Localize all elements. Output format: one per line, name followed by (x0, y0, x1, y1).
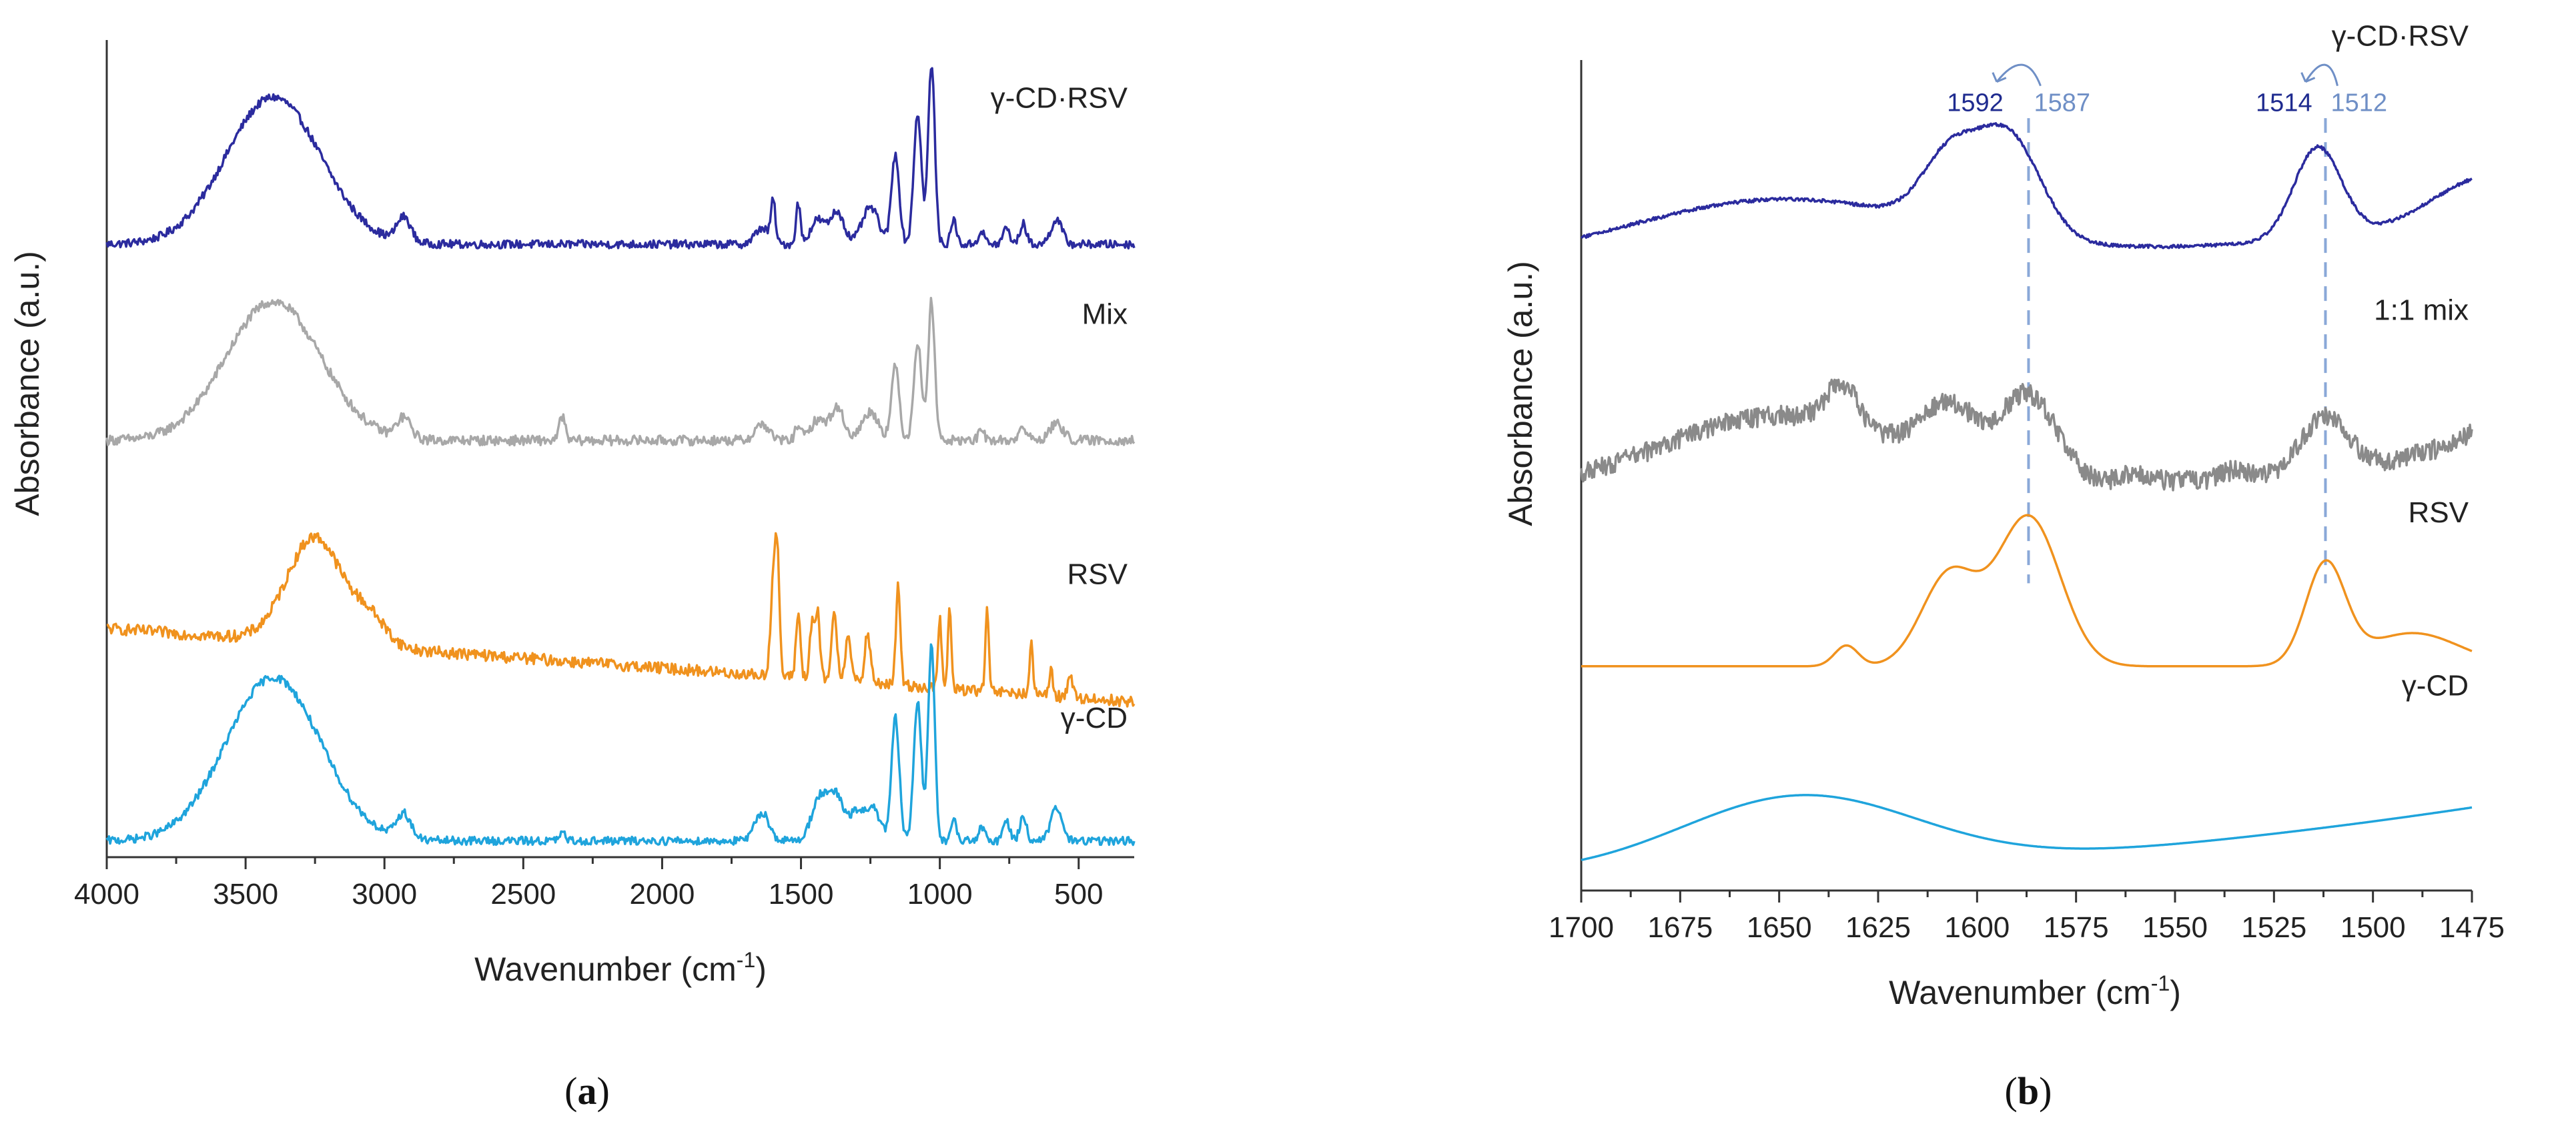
peak-label-from: 1592 (1947, 89, 2004, 117)
series-label: γ-CD (1061, 702, 1128, 734)
peak-label-to: 1587 (2034, 89, 2090, 117)
x-tick-label: 1575 (2044, 911, 2109, 944)
x-tick-label: 1000 (907, 878, 973, 911)
x-tick-label: 1675 (1647, 911, 1713, 944)
panel-b-y-axis-label: Absorbance (a.u.) (1502, 261, 1539, 526)
x-tick-label: 1525 (2241, 911, 2306, 944)
panel-a-label: (a) (564, 1069, 610, 1113)
shift-arrow (2304, 63, 2338, 87)
panel-b-axes: 1700 1675 1650 1625 1600 1575 1550 1525 1500 1475 (1549, 60, 2505, 944)
x-tick-label: 2000 (629, 878, 695, 911)
panel-a-y-axis-label: Absorbance (a.u.) (9, 251, 46, 516)
x-tick-label: 3000 (352, 878, 417, 911)
series-label: Mix (1082, 298, 1128, 331)
x-tick-label: 3500 (213, 878, 278, 911)
series-label: RSV (1067, 558, 1128, 590)
series-label: γ-CD·RSV (2332, 19, 2469, 52)
series-label: γ-CD (2402, 669, 2469, 702)
x-tick-label: 4000 (74, 878, 139, 911)
series-label: γ-CD·RSV (991, 82, 1128, 115)
shift-arrowhead (1992, 72, 2007, 83)
series-line (1581, 514, 2473, 668)
x-tick-label: 1700 (1549, 911, 1614, 944)
panel-b-chart: Absorbance (a.u.) Wavenumber (cm-1) (b) … (1502, 19, 2505, 1113)
x-tick-label: 500 (1054, 878, 1103, 911)
series-label: RSV (2409, 496, 2469, 529)
panel-a-x-axis-label: Wavenumber (cm-1) (474, 948, 767, 988)
x-tick-label: 1625 (1845, 911, 1911, 944)
x-tick-label: 1550 (2142, 911, 2208, 944)
series-line (106, 532, 1136, 708)
x-tick-label: 1475 (2439, 911, 2505, 944)
peak-label-from: 1514 (2256, 89, 2312, 117)
series-line (105, 67, 1136, 250)
shift-arrowhead (2300, 72, 2316, 83)
x-tick-label: 1500 (2340, 911, 2406, 944)
series-line (1581, 794, 2473, 861)
x-tick-label: 1600 (1944, 911, 2010, 944)
panel-b-label: (b) (2005, 1069, 2052, 1113)
x-tick-label: 1650 (1747, 911, 1812, 944)
peak-label-to: 1512 (2330, 89, 2387, 117)
series-line (105, 643, 1136, 846)
series-line (1580, 378, 2473, 492)
panel-a-axes: 4000 3500 3000 2500 2000 1500 1000 500 (74, 40, 1134, 911)
shift-arrow (1996, 63, 2042, 87)
panel-b-x-axis-label: Wavenumber (cm-1) (1889, 971, 2181, 1011)
x-tick-label: 2500 (490, 878, 556, 911)
x-tick-label: 1500 (769, 878, 834, 911)
series-line (1580, 122, 2473, 249)
series-line (105, 297, 1136, 447)
series-label: 1:1 mix (2374, 294, 2469, 327)
panel-a-chart: Absorbance (a.u.) Wavenumber (cm-1) (a) … (9, 40, 1136, 1113)
